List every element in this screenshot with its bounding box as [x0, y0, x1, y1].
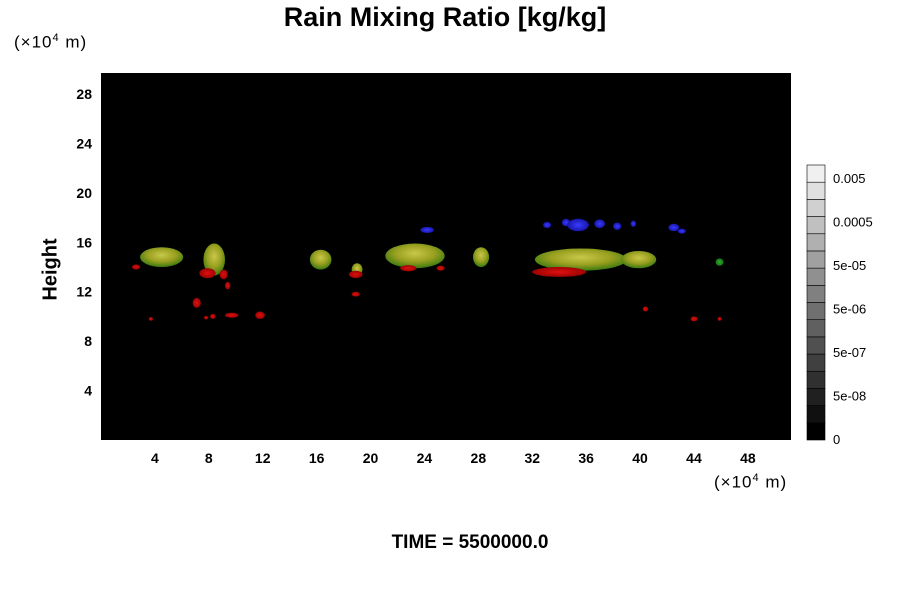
colorbar-step	[806, 250, 826, 269]
colorbar-step	[806, 319, 826, 338]
colorbar-step	[806, 181, 826, 200]
feature-rain-14	[224, 312, 239, 318]
feature-rain-11	[192, 297, 201, 308]
data-features	[131, 218, 724, 322]
colorbar-label: 5e-06	[833, 302, 866, 317]
feature-rain-15	[255, 311, 265, 319]
colorbar-step	[806, 199, 826, 217]
x-tick-label: 16	[309, 450, 325, 466]
feature-ice-32	[630, 220, 637, 227]
feature-green-35	[715, 258, 724, 266]
feature-rain-23	[642, 306, 649, 312]
colorbar-label: 0	[833, 432, 840, 447]
feature-ice-29	[567, 218, 589, 232]
colorbar-step	[806, 422, 826, 441]
x-tick-label: 4	[151, 450, 159, 466]
feature-rain-17	[131, 264, 141, 270]
feature-rain-8	[199, 268, 216, 279]
colorbar-label: 0.0005	[833, 215, 873, 230]
x-tick-label: 24	[417, 450, 433, 466]
y-tick-label: 24	[76, 135, 92, 151]
colorbar-step	[806, 405, 826, 424]
x-tick-label: 20	[363, 450, 379, 466]
feature-rain-12	[204, 315, 209, 320]
feature-rain-13	[210, 313, 216, 319]
y-tick-label: 8	[84, 333, 92, 349]
y-tick-label: 12	[76, 284, 92, 300]
feature-ice-33	[668, 223, 680, 232]
y-tick-label: 16	[76, 234, 92, 250]
colorbar-label: 5e-07	[833, 345, 866, 360]
feature-rain-16	[148, 317, 153, 321]
feature-rain-10	[224, 281, 231, 290]
y-tick-label: 20	[76, 185, 92, 201]
feature-cloud-4	[385, 243, 445, 269]
x-tick-label: 40	[632, 450, 648, 466]
feature-ice-27	[543, 221, 552, 229]
time-label: TIME = 5500000.0	[391, 532, 549, 553]
feature-ice-31	[613, 222, 622, 230]
feature-rain-24	[690, 316, 698, 322]
feature-ice-34	[677, 228, 686, 234]
y-axis-unit: (×104 m)	[14, 32, 88, 52]
feature-rain-19	[351, 291, 360, 297]
colorbar-step	[806, 336, 826, 355]
colorbar-step	[806, 216, 826, 235]
feature-cloud-2	[309, 249, 332, 270]
feature-rain-9	[219, 269, 228, 280]
feature-rain-18	[348, 270, 363, 279]
feature-rain-25	[717, 317, 722, 321]
colorbar-labels: 0.005 0.0005 5e-05 5e-06 5e-07 5e-08 0	[833, 171, 873, 447]
colorbar-step	[806, 388, 826, 406]
feature-cloud-5	[472, 247, 490, 268]
x-tick-label: 48	[740, 450, 756, 466]
colorbar-step	[806, 233, 826, 252]
x-tick-label: 32	[524, 450, 540, 466]
x-tick-label: 12	[255, 450, 271, 466]
colorbar-step	[806, 353, 826, 372]
x-axis-unit: (×104 m)	[714, 472, 788, 492]
colorbar-label: 5e-05	[833, 258, 866, 273]
feature-cloud-7	[621, 250, 657, 269]
colorbar-step	[806, 267, 826, 286]
colorbar-step	[806, 285, 826, 303]
feature-cloud-0	[140, 247, 184, 268]
y-tick-label: 28	[76, 86, 92, 102]
chart-title: Rain Mixing Ratio [kg/kg]	[283, 2, 607, 32]
x-tick-label: 8	[205, 450, 213, 466]
x-tick-label: 44	[686, 450, 702, 466]
colorbar-step	[806, 164, 826, 183]
feature-rain-22	[532, 267, 587, 277]
y-axis-ticks: 4 8 12 16 20 24 28	[76, 86, 92, 399]
feature-cloud-6	[534, 248, 627, 271]
colorbar-step	[806, 370, 826, 389]
colorbar-step	[806, 302, 826, 320]
x-tick-label: 28	[471, 450, 487, 466]
feature-rain-21	[436, 265, 445, 271]
feature-ice-30	[594, 219, 606, 229]
colorbar	[806, 164, 826, 441]
feature-ice-26	[420, 226, 434, 234]
feature-rain-20	[400, 265, 417, 272]
x-axis-ticks: 4 8 12 16 20 24 28 32 36 40 44 48	[151, 450, 756, 466]
x-tick-label: 36	[578, 450, 594, 466]
y-tick-label: 4	[84, 383, 92, 399]
colorbar-label: 0.005	[833, 171, 866, 186]
colorbar-label: 5e-08	[833, 389, 866, 404]
feature-cloud-1	[203, 243, 225, 276]
